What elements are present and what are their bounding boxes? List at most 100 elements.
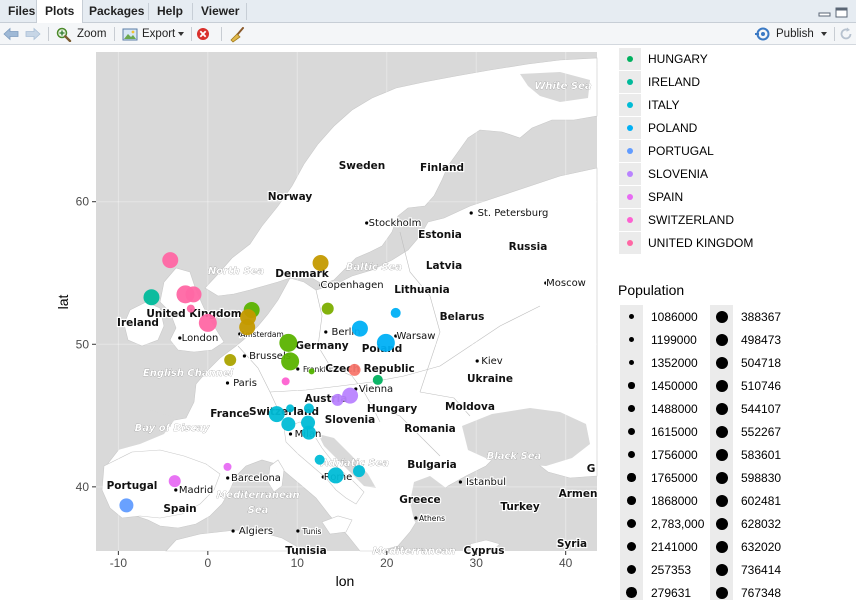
data-point xyxy=(301,425,316,440)
legend-label: 552267 xyxy=(741,425,782,439)
legend-key xyxy=(620,420,643,443)
legend-label: 498473 xyxy=(741,333,782,347)
tab-viewer[interactable]: Viewer xyxy=(201,4,240,18)
size-swatch xyxy=(627,450,636,459)
legend-key xyxy=(620,397,643,420)
legend-key xyxy=(620,535,643,558)
data-point xyxy=(327,467,344,484)
x-tick-label: 10 xyxy=(291,556,305,570)
city-marker-icon xyxy=(324,330,328,334)
legend-label: 504718 xyxy=(741,356,782,370)
city-marker-icon xyxy=(469,211,473,215)
arrow-left-icon xyxy=(3,27,19,41)
clear-all-plots-button[interactable] xyxy=(228,25,246,43)
x-tick-label: 20 xyxy=(380,556,394,570)
data-point xyxy=(351,320,368,337)
legend-label: 257353 xyxy=(651,563,692,577)
city-marker-icon xyxy=(238,332,242,336)
map-label: St. Petersburg xyxy=(478,208,549,219)
legend-key xyxy=(620,374,643,397)
maximize-pane-icon[interactable] xyxy=(835,7,848,18)
map-label: Latvia xyxy=(426,260,462,272)
tab-divider xyxy=(192,3,193,20)
map-label: White Sea xyxy=(534,81,592,92)
legend-key xyxy=(620,558,643,581)
size-swatch xyxy=(715,379,728,392)
size-swatch xyxy=(628,405,635,412)
back-button[interactable] xyxy=(3,25,19,43)
tab-plots[interactable]: Plots xyxy=(36,0,84,24)
map-label: Finland xyxy=(420,162,464,174)
size-swatch xyxy=(715,402,728,415)
legend-label: 602481 xyxy=(741,494,782,508)
map-label: Black Sea xyxy=(487,451,542,462)
chevron-down-icon xyxy=(821,32,827,36)
map-land xyxy=(96,57,598,552)
map-label: Lithuania xyxy=(394,284,450,296)
legend-key xyxy=(710,328,733,351)
tab-packages[interactable]: Packages xyxy=(89,4,145,18)
size-swatch xyxy=(629,314,634,319)
data-point xyxy=(321,302,334,315)
refresh-plot-button[interactable] xyxy=(839,25,855,43)
data-point xyxy=(281,352,300,371)
map-label: Copenhagen xyxy=(320,280,383,291)
legend-key xyxy=(620,512,643,535)
legend-swatch xyxy=(627,148,633,154)
legend-label: 279631 xyxy=(651,586,692,600)
size-swatch xyxy=(626,518,637,529)
legend-label: 583601 xyxy=(741,448,782,462)
map-label: Mediterranean xyxy=(372,546,455,557)
map-label: Istanbul xyxy=(466,477,506,488)
size-swatch xyxy=(715,333,728,346)
legend-key xyxy=(710,512,733,535)
size-swatch xyxy=(715,448,728,461)
legend-key xyxy=(710,374,733,397)
remove-plot-button[interactable] xyxy=(196,25,212,43)
legend-label: 632020 xyxy=(741,540,782,554)
legend-swatch xyxy=(627,79,633,85)
size-swatch xyxy=(628,336,635,343)
map-label: Turkey xyxy=(500,501,539,513)
tab-files[interactable]: Files xyxy=(8,4,36,18)
x-tick-label: 0 xyxy=(204,556,211,570)
legend-label: 767348 xyxy=(741,586,782,600)
legend-label: 598830 xyxy=(741,471,782,485)
legend-swatch xyxy=(627,194,633,200)
publish-icon xyxy=(755,27,770,41)
legend-key xyxy=(619,94,641,116)
axes: -10 0 10 20 30 40 40 50 60 xyxy=(76,195,573,570)
map-label: Sea xyxy=(248,505,269,516)
legend-swatch xyxy=(627,125,633,131)
forward-button[interactable] xyxy=(25,25,41,43)
map-label: Vienna xyxy=(359,384,393,395)
data-point xyxy=(198,313,217,332)
size-swatch xyxy=(626,541,637,552)
map-label: North Sea xyxy=(208,266,265,277)
legend-label: 1352000 xyxy=(651,356,698,370)
y-tick-label: 60 xyxy=(76,195,90,209)
legend-label: 1765000 xyxy=(651,471,698,485)
size-swatch xyxy=(627,496,636,505)
data-point xyxy=(186,304,195,313)
zoom-button[interactable]: Zoom xyxy=(56,25,108,43)
legend-key xyxy=(710,535,733,558)
legend-key xyxy=(710,397,733,420)
minimize-pane-icon[interactable] xyxy=(818,7,831,18)
plots-toolbar: Zoom Export Publish xyxy=(0,23,856,45)
legend-key xyxy=(710,466,733,489)
map-label: London xyxy=(182,333,219,344)
export-label: Export xyxy=(142,28,176,40)
publish-label: Publish xyxy=(776,28,814,40)
legend-key xyxy=(619,163,641,185)
legend-key xyxy=(619,209,641,231)
city-marker-icon xyxy=(458,480,462,484)
export-menu-button[interactable]: Export xyxy=(122,25,186,43)
tab-help[interactable]: Help xyxy=(157,4,184,18)
legend-key xyxy=(710,443,733,466)
map-label: Ireland xyxy=(117,317,159,329)
legend-key xyxy=(619,117,641,139)
publish-button[interactable]: Publish xyxy=(755,25,829,43)
legend-key xyxy=(710,351,733,374)
country-borders xyxy=(237,231,541,457)
